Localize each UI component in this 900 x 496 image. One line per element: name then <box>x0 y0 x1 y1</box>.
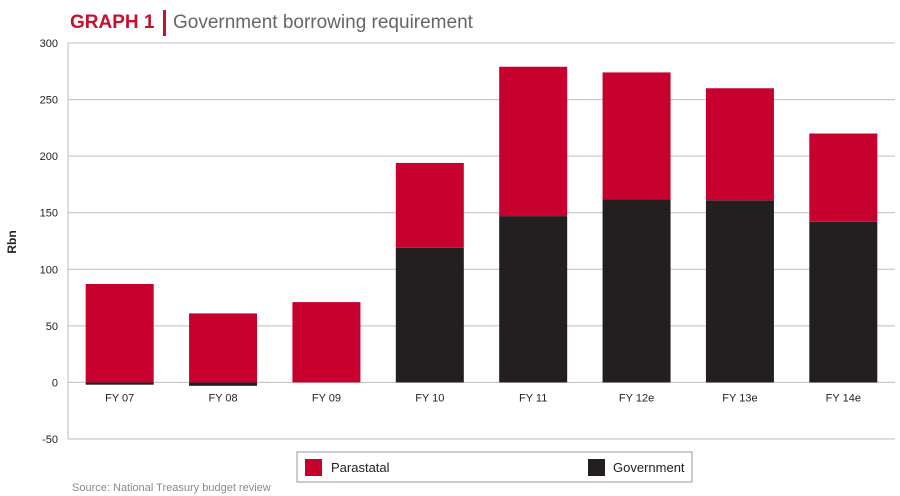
bar-parastatal-fy-08 <box>189 313 258 383</box>
x-tick-label: FY 14e <box>826 392 861 404</box>
x-tick-label: FY 09 <box>312 392 341 404</box>
bar-government-fy-12e <box>602 199 671 383</box>
bar-parastatal-fy-07 <box>85 283 154 383</box>
y-tick-label: 200 <box>40 151 58 163</box>
bars <box>85 66 878 386</box>
legend-swatch-parastatal <box>305 459 322 476</box>
legend-swatch-government <box>588 459 605 476</box>
x-tick-label: FY 10 <box>415 392 444 404</box>
y-tick-label: 0 <box>52 377 58 389</box>
x-tick-labels: FY 07 FY 08 FY 09 FY 10 FY 11 FY 12e FY 13e FY … <box>105 392 861 404</box>
bar-parastatal-fy-14e <box>809 133 878 222</box>
bar-government-fy-13e <box>705 200 774 383</box>
source-note: Source: National Treasury budget review <box>72 482 271 494</box>
legend-label-government: Government <box>613 460 685 475</box>
x-tick-label: FY 07 <box>105 392 134 404</box>
y-tick-label: -50 <box>42 434 58 446</box>
legend-box <box>296 451 693 483</box>
y-tick-labels: 300 250 200 150 100 50 0 -50 <box>40 38 58 446</box>
x-tick-label: FY 11 <box>519 392 547 404</box>
x-tick-label: FY 13e <box>722 392 757 404</box>
legend-label-parastatal: Parastatal <box>331 460 390 475</box>
bar-government-fy-11 <box>499 216 568 383</box>
graph-label: GRAPH 1 <box>70 12 155 33</box>
y-tick-label: 100 <box>40 264 58 276</box>
y-tick-label: 50 <box>46 321 58 333</box>
y-tick-label: 150 <box>40 208 58 220</box>
chart-title: Government borrowing requirement <box>173 12 474 33</box>
y-tick-label: 250 <box>40 95 58 107</box>
bar-parastatal-fy-09 <box>292 302 361 383</box>
title-divider <box>163 10 166 36</box>
bar-government-fy-14e <box>809 221 878 383</box>
bar-parastatal-fy-12e <box>602 72 671 200</box>
y-axis-label: Rbn <box>5 230 19 253</box>
x-tick-label: FY 12e <box>619 392 654 404</box>
bar-parastatal-fy-10 <box>395 162 464 248</box>
x-tick-label: FY 08 <box>208 392 237 404</box>
legend: Parastatal Government <box>296 451 693 483</box>
bar-government-fy-10 <box>395 247 464 383</box>
bar-parastatal-fy-11 <box>499 66 568 217</box>
y-tick-label: 300 <box>40 38 58 50</box>
bar-government-fy-08 <box>189 382 258 386</box>
bar-government-fy-07 <box>85 382 154 385</box>
bar-parastatal-fy-13e <box>705 88 774 201</box>
